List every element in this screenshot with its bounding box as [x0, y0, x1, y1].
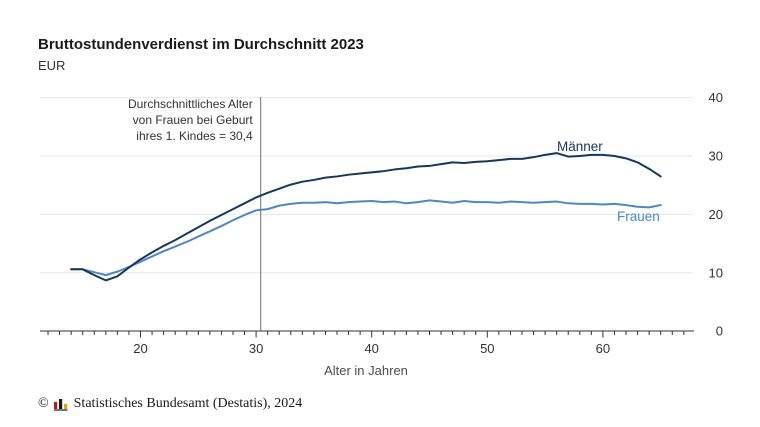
copyright-symbol: © — [38, 396, 49, 411]
source-line: © Statistisches Bundesamt (Destatis), 20… — [38, 396, 302, 412]
x-tick-label: 20 — [133, 341, 147, 356]
x-tick-label: 50 — [480, 341, 494, 356]
series-line-maenner — [70, 152, 662, 282]
y-tick-label: 0 — [716, 324, 723, 339]
chart-area: 0 10 20 30 40 20 30 40 50 60 Alter in Jahren Durchs… — [0, 85, 760, 385]
annotation-text: ihres 1. Kindes = 30,4 — [136, 129, 253, 143]
chart-title: Bruttostundenverdienst im Durchschnitt 2… — [38, 36, 364, 53]
y-tick-label: 40 — [709, 90, 723, 105]
destatis-bars-icon — [53, 398, 69, 411]
y-tick-label: 20 — [709, 207, 723, 222]
x-tick-label: 30 — [249, 341, 263, 356]
x-axis-title: Alter in Jahren — [324, 363, 408, 378]
y-tick-label: 10 — [709, 265, 723, 280]
y-tick-label: 30 — [709, 149, 723, 164]
chart-header: Bruttostundenverdienst im Durchschnitt 2… — [38, 36, 364, 73]
series-label-maenner: Männer — [557, 139, 603, 154]
source-text: Statistisches Bundesamt (Destatis), 2024 — [73, 396, 303, 411]
annotation-text: Durchschnittliches Alter — [128, 97, 253, 111]
x-tick-label: 60 — [596, 341, 610, 356]
series-label-frauen: Frauen — [617, 209, 660, 224]
annotation-text: von Frauen bei Geburt — [133, 113, 254, 127]
chart-subtitle: EUR — [38, 57, 66, 73]
chart-canvas: 0 10 20 30 40 20 30 40 50 60 Alter in Jahren Durchs… — [40, 90, 723, 378]
series-line-frauen — [70, 199, 662, 277]
x-tick-label: 40 — [364, 341, 378, 356]
